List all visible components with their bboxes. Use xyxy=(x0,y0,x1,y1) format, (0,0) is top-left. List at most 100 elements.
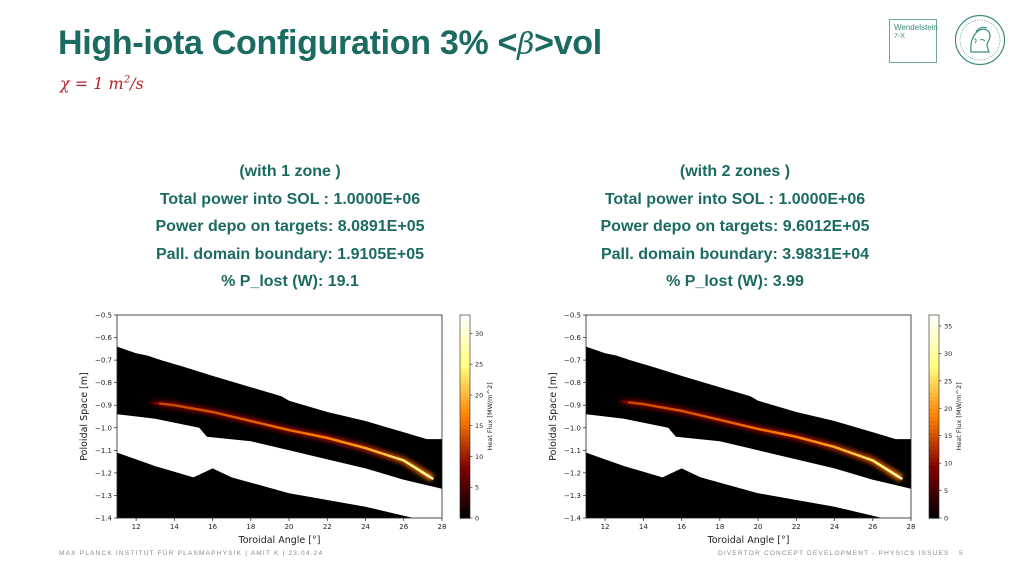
y-tick-label: −0.5 xyxy=(95,312,112,320)
w7x-logo-subtext: 7-X xyxy=(894,33,905,40)
x-tick-label: 16 xyxy=(208,523,217,531)
y-tick-label: −1.1 xyxy=(564,447,581,455)
colorbar-band xyxy=(929,347,939,353)
target-region xyxy=(586,346,911,489)
x-tick-label: 14 xyxy=(170,523,179,531)
colorbar-band xyxy=(929,315,939,320)
colorbar-band xyxy=(929,481,939,487)
colorbar-tick-label: 5 xyxy=(944,487,948,495)
colorbar-tick-label: 0 xyxy=(475,515,479,523)
subtitle-main: χ = 1 m xyxy=(60,74,124,93)
y-tick-label: −1.0 xyxy=(95,424,112,432)
colorbar-band xyxy=(929,477,939,483)
colorbar-band xyxy=(929,404,939,409)
colorbar-band xyxy=(460,384,470,389)
x-tick-label: 22 xyxy=(792,523,801,531)
y-tick-label: −0.9 xyxy=(95,402,112,410)
colorbar-band xyxy=(929,319,939,324)
y-tick-label: −1.0 xyxy=(564,424,581,432)
y-tick-label: −0.7 xyxy=(564,357,581,365)
colorbar-band xyxy=(460,412,470,418)
y-axis-label: Poloidal Space [m] xyxy=(79,372,90,460)
footer-institute: MAX PLANCK INSTITUT FÜR PLASMAPHYSIK | A… xyxy=(59,550,324,557)
x-tick-label: 26 xyxy=(868,523,877,531)
colorbar-band xyxy=(460,400,470,405)
colorbar-band xyxy=(460,392,470,397)
plot-area xyxy=(586,315,911,518)
colorbar-band xyxy=(929,363,939,369)
colorbar-band xyxy=(460,315,470,320)
colorbar-band xyxy=(460,513,470,519)
colorbar-band xyxy=(460,379,470,385)
colorbar-band xyxy=(929,457,939,462)
minerva-logo-icon xyxy=(954,14,1006,66)
colorbar-band xyxy=(460,343,470,349)
y-tick-label: −0.8 xyxy=(95,379,112,387)
x-tick-label: 16 xyxy=(677,523,686,531)
colorbar-band xyxy=(929,408,939,414)
title-suffix: >vol xyxy=(534,24,602,62)
colorbar-tick-label: 0 xyxy=(944,515,948,523)
colorbar-band xyxy=(929,400,939,405)
colorbar-band xyxy=(460,388,470,393)
strike-segment xyxy=(895,474,903,480)
colorbar-band xyxy=(460,465,470,470)
colorbar-band xyxy=(460,473,470,478)
y-tick-label: −0.8 xyxy=(564,379,581,387)
stats-panel-one-zone: (with 1 zone ) Total power into SOL : 1.… xyxy=(80,158,500,296)
y-tick-label: −0.6 xyxy=(95,334,113,342)
colorbar-band xyxy=(929,392,939,397)
colorbar-band xyxy=(929,367,939,373)
y-axis-label: Poloidal Space [m] xyxy=(548,372,559,460)
colorbar-band xyxy=(460,375,470,381)
x-tick-label: 24 xyxy=(830,523,839,531)
target-region xyxy=(117,346,442,489)
colorbar-band xyxy=(460,323,470,328)
colorbar-band xyxy=(460,396,470,401)
colorbar-band xyxy=(929,505,939,511)
heat-flux-plot-two-zones: −0.5 −0.6 −0.7 −0.8 −0.9 −1.0 −1.1 −1.2 −1.3 −1.4… xyxy=(548,312,963,547)
plot-area xyxy=(117,315,442,518)
colorbar-band xyxy=(929,497,939,503)
y-tick-label: −1.3 xyxy=(564,492,581,500)
colorbar-band xyxy=(460,481,470,487)
colorbar xyxy=(460,315,470,519)
x-axis-label: Toroidal Angle [°] xyxy=(238,535,321,546)
colorbar-band xyxy=(460,331,470,336)
colorbar-band xyxy=(460,448,470,454)
colorbar xyxy=(929,315,939,519)
x-tick-label: 26 xyxy=(399,523,408,531)
stats-total-power: Total power into SOL : 1.0000E+06 xyxy=(604,190,866,208)
colorbar-band xyxy=(460,457,470,462)
colorbar-band xyxy=(929,509,939,515)
colorbar-band xyxy=(929,343,939,349)
colorbar-band xyxy=(460,453,470,458)
slide-title: High-iota Configuration 3% <β>vol xyxy=(58,24,602,63)
colorbar-band xyxy=(929,461,939,466)
colorbar-band xyxy=(460,501,470,507)
stats-domain-boundary: Pall. domain boundary: 3.9831E+04 xyxy=(600,245,870,263)
colorbar-band xyxy=(929,473,939,478)
colorbar-band xyxy=(460,424,470,430)
colorbar-band xyxy=(929,359,939,365)
y-tick-label: −1.4 xyxy=(564,515,582,523)
colorbar-band xyxy=(460,335,470,340)
strike-segment xyxy=(426,474,434,480)
colorbar-band xyxy=(460,509,470,515)
w7x-logo-text: Wendelstein xyxy=(894,23,938,32)
colorbar-band xyxy=(929,501,939,507)
colorbar-band xyxy=(929,331,939,336)
colorbar-band xyxy=(460,461,470,466)
stats-power-deposited: Power depo on targets: 8.0891E+05 xyxy=(155,218,425,235)
heat-flux-plot-one-zone: −0.5 −0.6 −0.7 −0.8 −0.9 −1.0 −1.1 −1.2 −1.3 −1.4… xyxy=(79,312,494,547)
y-tick-label: −1.2 xyxy=(564,469,581,477)
colorbar-band xyxy=(460,497,470,503)
colorbar-tick-label: 30 xyxy=(944,350,952,358)
stats-power-lost: % P_lost (W): 19.1 xyxy=(221,273,359,290)
colorbar-tick-label: 25 xyxy=(944,377,952,385)
stats-heading: (with 1 zone ) xyxy=(239,163,341,180)
colorbar-band xyxy=(929,432,939,438)
x-tick-label: 12 xyxy=(601,523,610,531)
strike-line xyxy=(613,399,903,480)
x-tick-label: 18 xyxy=(246,523,255,531)
